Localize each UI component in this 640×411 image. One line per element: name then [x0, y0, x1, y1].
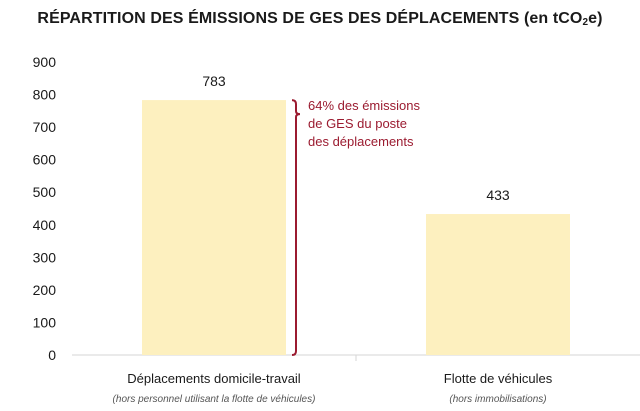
y-tick-label: 200: [33, 282, 57, 298]
chart-title-main: RÉPARTITION DES ÉMISSIONS DE GES DES DÉP…: [37, 10, 583, 27]
y-tick-label: 300: [33, 249, 57, 265]
data-label: 433: [486, 187, 510, 203]
chart-title-suffix: e): [588, 10, 603, 27]
annotation-bracket: [291, 99, 301, 356]
annotation-text: de GES du poste: [308, 116, 407, 131]
y-tick-label: 700: [33, 119, 57, 135]
x-category-label: Déplacements domicile-travail: [127, 371, 301, 386]
annotation-text: des déplacements: [308, 134, 414, 149]
y-tick-label: 500: [33, 184, 57, 200]
data-label: 783: [202, 73, 226, 89]
x-category-note: (hors immobilisations): [449, 394, 546, 405]
chart-title: RÉPARTITION DES ÉMISSIONS DE GES DES DÉP…: [0, 10, 640, 28]
x-category-note: (hors personnel utilisant la flotte de v…: [113, 394, 316, 405]
annotation-text: 64% des émissions: [308, 98, 420, 113]
y-tick-label: 400: [33, 217, 57, 233]
bar: [142, 100, 286, 355]
y-tick-label: 900: [33, 54, 57, 70]
x-category-label: Flotte de véhicules: [444, 371, 553, 386]
bar: [426, 214, 570, 355]
y-tick-label: 600: [33, 152, 57, 168]
chart-title-subscript: 2: [582, 17, 589, 28]
y-tick-label: 800: [33, 87, 57, 103]
y-tick-label: 0: [48, 347, 56, 363]
y-tick-label: 100: [33, 314, 57, 330]
